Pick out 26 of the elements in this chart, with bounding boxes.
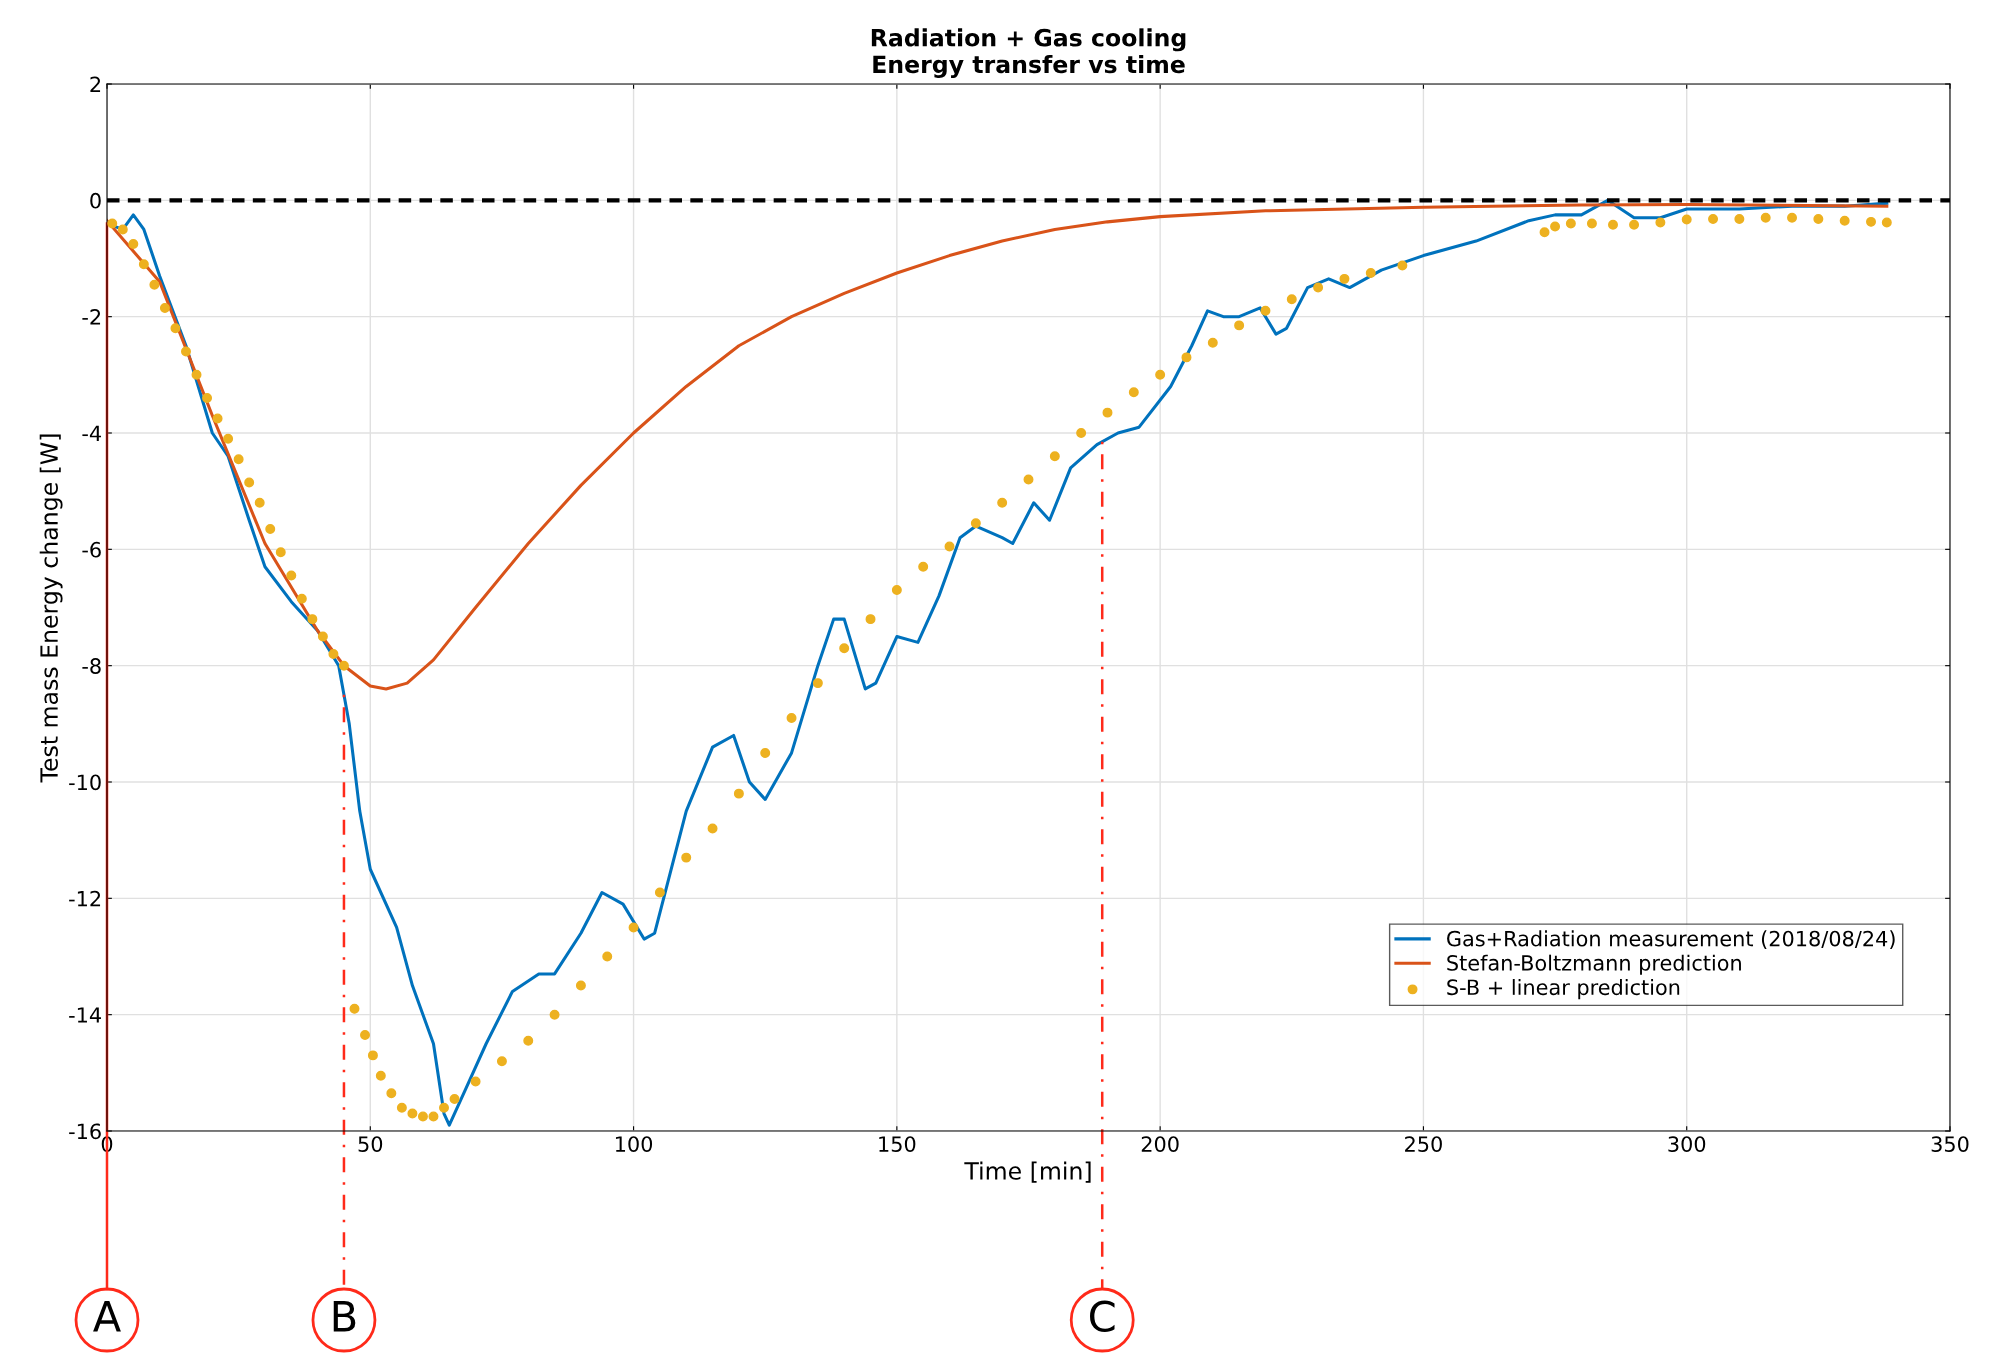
- ref-line-label: B: [333, 1301, 356, 1332]
- ref-line-label: C: [1090, 1300, 1115, 1333]
- x-tick-label: 300: [1668, 1136, 1706, 1152]
- x-tick-label: 350: [1931, 1136, 1969, 1152]
- y-tick-label: -4: [82, 425, 101, 441]
- x-axis-title: Time [min]: [964, 1161, 1091, 1183]
- chart-title: Radiation + Gas cooling Energy transfer vs time: [871, 28, 1186, 78]
- x-tick-label: 100: [615, 1136, 653, 1152]
- x-tick-label: 250: [1405, 1136, 1442, 1152]
- y-tick-label: -10: [69, 774, 101, 791]
- x-tick-label: 200: [1141, 1136, 1179, 1152]
- y-axis-title: Test mass Energy change [W]: [39, 434, 63, 783]
- legend-label: Stefan-Boltzmann prediction: [1447, 954, 1741, 975]
- y-tick-label: -6: [82, 541, 101, 558]
- legend-label: Gas+Radiation measurement (2018/08/24): [1447, 930, 1895, 949]
- y-tick-label: 2: [90, 76, 101, 92]
- y-tick-label: -8: [82, 658, 101, 674]
- y-tick-label: -16: [69, 1123, 101, 1140]
- x-tick-label: 50: [358, 1136, 383, 1152]
- legend-label: S-B + linear prediction: [1447, 979, 1680, 1000]
- ref-line-label: A: [93, 1301, 121, 1332]
- y-tick-label: -12: [69, 890, 101, 907]
- y-tick-label: 0: [90, 192, 101, 209]
- x-tick-label: 150: [879, 1136, 916, 1152]
- y-tick-label: -2: [82, 309, 101, 325]
- y-tick-label: -14: [69, 1007, 101, 1023]
